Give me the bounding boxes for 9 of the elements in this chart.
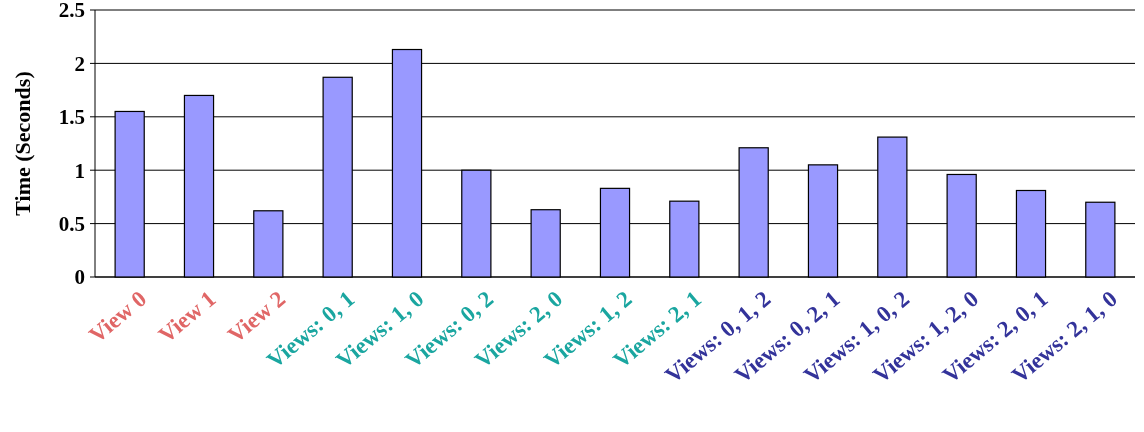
y-tick-label: 0.5	[58, 211, 85, 236]
x-tick-label: View 1	[153, 286, 221, 348]
y-axis-title: Time (Seconds)	[10, 71, 35, 216]
y-tick-label: 2.5	[58, 0, 85, 23]
x-tick-label: View 0	[84, 286, 152, 348]
y-tick-label: 1	[74, 158, 85, 183]
y-tick-label: 1.5	[58, 105, 85, 130]
y-tick-label: 0	[74, 265, 85, 290]
y-tick-label: 2	[74, 51, 85, 76]
